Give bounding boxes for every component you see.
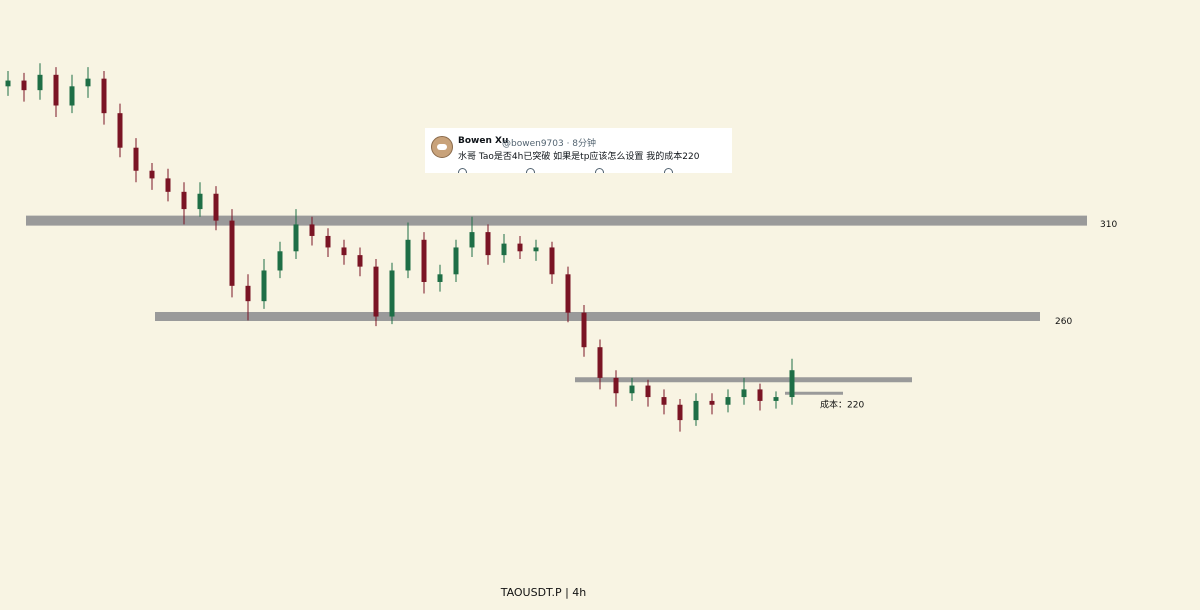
candle-body — [581, 312, 587, 348]
candle-body — [37, 74, 43, 91]
candle-body — [469, 232, 475, 248]
candle-body — [501, 243, 507, 256]
candle-body — [341, 247, 347, 256]
candle-body — [773, 397, 779, 401]
candle-body — [597, 347, 603, 378]
candle-body — [517, 243, 523, 252]
level-label: 成本：220 — [820, 399, 864, 411]
candle-body — [709, 400, 715, 405]
tweet-card[interactable]: Bowen Xu @bowen9703 · 8分钟 水哥 Tao是否4h已突破 … — [425, 128, 732, 173]
candle-body — [261, 270, 267, 302]
candle-body — [213, 193, 219, 221]
candle-body — [693, 400, 699, 421]
candle-body — [725, 397, 731, 405]
candle-body — [389, 270, 395, 317]
candle-body — [789, 370, 795, 398]
candle-body — [293, 224, 299, 252]
candle-body — [149, 170, 155, 179]
candle-body — [677, 404, 683, 421]
tweet-handle: @bowen9703 · 8分钟 — [502, 139, 597, 149]
candle-body — [373, 266, 379, 317]
candle-body — [277, 251, 283, 271]
candle-body — [757, 389, 763, 401]
candle-body — [69, 86, 75, 106]
candle-body — [53, 74, 59, 106]
tweet-text: 水哥 Tao是否4h已突破 如果是tp应该怎么设置 我的成本220 — [458, 152, 700, 162]
candle-body — [245, 285, 251, 302]
candle-body — [453, 247, 459, 275]
tweet-author: Bowen Xu — [458, 136, 509, 146]
candle-body — [309, 224, 315, 236]
candle-body — [5, 80, 11, 87]
candle-body — [421, 239, 427, 282]
candle-body — [117, 113, 123, 148]
candle-body — [613, 377, 619, 394]
candle-body — [741, 389, 747, 398]
candle-body — [629, 385, 635, 394]
candle-body — [565, 274, 571, 313]
candle-body — [485, 232, 491, 256]
candle-body — [549, 247, 555, 275]
candle-body — [101, 78, 107, 114]
candle-body — [229, 220, 235, 286]
tweet-actions — [458, 168, 688, 173]
candle-body — [133, 147, 139, 171]
candle-body — [661, 397, 667, 405]
candle-body — [197, 193, 203, 210]
candle-body — [437, 274, 443, 282]
level-label: 260 — [1055, 317, 1072, 327]
avatar — [431, 136, 453, 158]
candle-body — [181, 191, 187, 210]
candle-body — [85, 78, 91, 87]
candle-body — [533, 247, 539, 252]
candle-body — [165, 178, 171, 192]
candle-body — [357, 255, 363, 267]
chart-title: TAOUSDT.P | 4h — [500, 586, 587, 599]
candle-body — [21, 80, 27, 91]
candle-body — [325, 235, 331, 248]
candle-body — [405, 239, 411, 271]
candle-body — [645, 385, 651, 398]
level-label: 310 — [1100, 220, 1117, 230]
